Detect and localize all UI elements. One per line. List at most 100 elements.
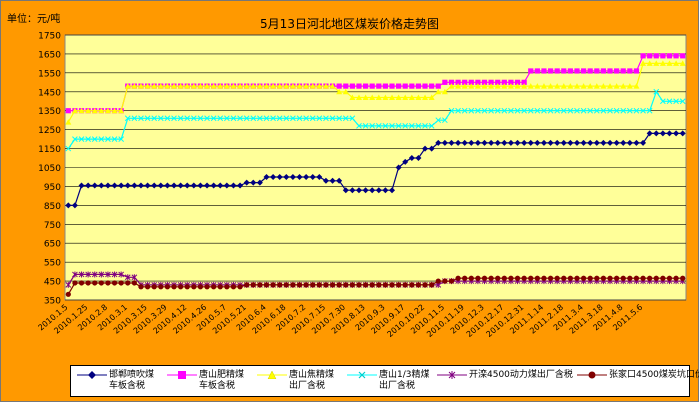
legend-label: 唐山肥精煤 [199, 370, 245, 380]
y-tick-label: 1350 [38, 107, 61, 117]
series-1-point [653, 53, 659, 59]
series-2-point [223, 83, 230, 89]
series-3-point [514, 107, 521, 114]
series-0-point [78, 182, 85, 189]
series-1-point [409, 83, 415, 89]
series-3-point [633, 107, 640, 114]
series-5-point [343, 282, 349, 288]
series-4-point [98, 271, 105, 278]
series-3-point [131, 115, 138, 122]
series-3-point [395, 123, 402, 129]
series-1-point [587, 68, 593, 74]
legend-label-2: 车板含税 [109, 381, 146, 391]
series-2-point [210, 83, 217, 89]
series-3-point [527, 107, 534, 114]
series-2-point [322, 83, 329, 89]
series-1-point [528, 68, 534, 74]
series-2-point [501, 83, 508, 89]
legend-label: 开滦4500动力煤出厂含税 [469, 370, 573, 380]
series-1-point [402, 83, 408, 89]
series-1-point [415, 83, 422, 89]
series-3-point [666, 98, 673, 105]
series-0-point [151, 182, 158, 189]
series-5-point [547, 275, 554, 281]
series-2-point [554, 83, 561, 89]
series-5-point [158, 284, 164, 290]
series-0-point [118, 182, 125, 189]
series-5-point [92, 280, 98, 286]
series-0-point [461, 139, 468, 146]
series-3-point [560, 107, 567, 114]
series-5-point [422, 282, 428, 288]
series-2-point [342, 88, 349, 95]
series-5-point [541, 275, 547, 281]
y-tick-label: 1250 [38, 126, 61, 136]
series-0-point [435, 139, 442, 146]
series-1-point [660, 53, 666, 59]
series-2-point [521, 83, 528, 89]
series-0-point [131, 182, 138, 189]
series-0-point [124, 182, 131, 189]
series-3-point [263, 115, 270, 122]
series-2-point [111, 107, 118, 114]
series-0-point [593, 139, 600, 146]
series-5-point [138, 284, 144, 290]
series-3-point [309, 115, 316, 122]
series-2-point [309, 83, 316, 89]
series-5-point [508, 275, 514, 281]
series-5-point [627, 275, 633, 281]
series-1-point [495, 79, 501, 85]
series-2-point [620, 83, 627, 89]
series-0-point [303, 173, 310, 180]
series-3-point [184, 115, 191, 122]
series-1-point [65, 108, 71, 114]
series-5-point [660, 275, 666, 281]
series-5-point [369, 282, 375, 288]
series-1-point [581, 68, 587, 74]
legend-label: 唐山焦精煤 [289, 370, 335, 380]
series-5-point [356, 282, 362, 288]
series-2-point [679, 60, 686, 66]
series-3-point [455, 107, 461, 114]
y-tick-label: 1150 [38, 145, 61, 155]
series-0-point [441, 139, 448, 146]
series-2-point [177, 83, 184, 89]
series-3-point [290, 115, 296, 122]
series-2-point [65, 119, 72, 125]
series-3-point [408, 123, 415, 129]
series-2-point [98, 107, 105, 114]
series-3-point [448, 107, 455, 114]
series-3-point [679, 98, 686, 105]
series-2-point [131, 83, 138, 89]
series-5-point [514, 275, 521, 281]
series-3-point [316, 115, 323, 122]
series-3-point [468, 107, 475, 114]
series-0-point [250, 179, 257, 186]
series-0-point [204, 182, 211, 189]
series-2-point [626, 83, 633, 89]
series-1-point [561, 68, 567, 74]
series-1-point [336, 83, 342, 89]
series-5-point [587, 275, 593, 281]
series-0-point [547, 139, 554, 146]
series-0-point [316, 173, 323, 180]
series-2-point [613, 83, 620, 89]
series-5-point [244, 282, 250, 288]
series-0-point [362, 187, 369, 194]
series-2-point [593, 83, 600, 89]
series-5-point [402, 282, 408, 288]
series-2-point [527, 83, 534, 89]
series-0-point [144, 182, 151, 189]
series-5-point [65, 291, 71, 297]
series-2-point [607, 83, 614, 89]
series-0-point [580, 139, 587, 146]
series-3-point [521, 107, 527, 114]
series-0-point [230, 182, 237, 189]
series-3-point [171, 115, 177, 122]
series-5-point [680, 275, 686, 281]
series-5-point [614, 275, 620, 281]
series-0-point [309, 173, 316, 180]
y-tick-label: 750 [44, 221, 61, 231]
series-0-point [329, 177, 336, 184]
series-0-point [210, 182, 217, 189]
